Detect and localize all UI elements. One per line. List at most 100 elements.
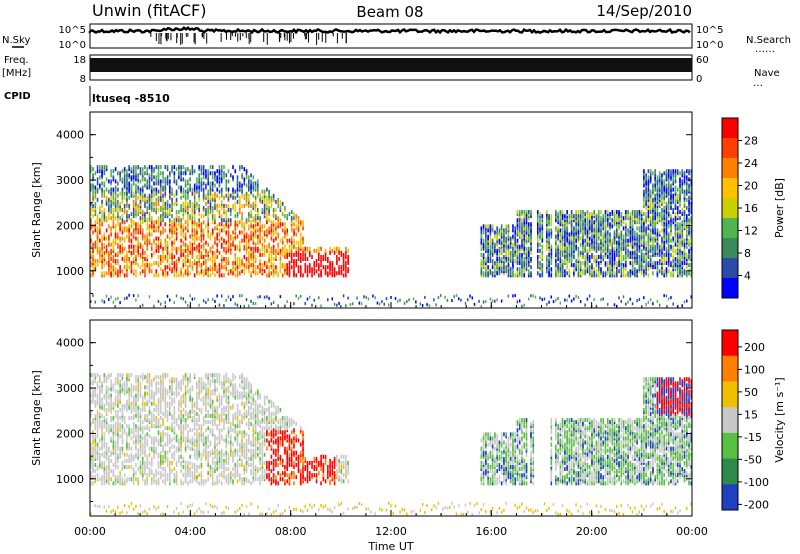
scatter-cell — [254, 185, 257, 190]
scatter-cell — [184, 236, 187, 241]
scatter-cell — [649, 263, 652, 268]
scatter-cell — [299, 257, 302, 261]
scatter-cell — [146, 185, 149, 190]
scatter-cell — [676, 210, 679, 215]
scatter-cell — [112, 248, 115, 253]
scatter-cell — [518, 224, 521, 229]
scatter-cell — [672, 265, 675, 270]
scatter-cell — [643, 265, 645, 270]
scatter-cell — [207, 232, 209, 237]
ground-scatter-cell — [467, 298, 469, 302]
scatter-cell — [205, 208, 207, 212]
scatter-cell — [139, 224, 142, 229]
scatter-cell — [345, 250, 347, 255]
scatter-cell — [150, 254, 153, 259]
scatter-cell — [227, 246, 230, 251]
scatter-cell — [503, 254, 505, 259]
scatter-cell — [202, 187, 205, 192]
scatter-cell — [126, 214, 128, 219]
scatter-cell — [652, 226, 654, 231]
scatter-cell — [681, 242, 684, 247]
scatter-cell — [564, 250, 566, 255]
ground-scatter-cell — [595, 304, 598, 308]
scatter-cell — [284, 269, 286, 274]
scatter-cell — [275, 254, 277, 259]
scatter-cell — [600, 257, 602, 261]
scatter-cell — [688, 177, 690, 182]
scatter-cell — [191, 250, 194, 255]
scatter-cell — [254, 246, 257, 251]
scatter-cell — [184, 210, 187, 215]
colorbar-segment — [722, 238, 738, 259]
scatter-cell — [232, 242, 234, 247]
ground-scatter-cell — [331, 297, 334, 301]
scatter-cell — [241, 165, 243, 170]
scatter-cell — [573, 240, 575, 245]
scatter-cell — [241, 222, 243, 227]
scatter-cell — [166, 167, 169, 172]
scatter-cell — [667, 212, 670, 217]
scatter-cell — [189, 203, 191, 208]
scatter-cell — [500, 244, 503, 249]
scatter-cell — [631, 228, 634, 233]
scatter-cell — [557, 232, 559, 237]
scatter-cell — [656, 228, 659, 233]
scatter-cell — [586, 228, 589, 233]
scatter-cell — [674, 205, 677, 210]
scatter-cell — [645, 218, 647, 223]
scatter-cell — [227, 208, 230, 212]
scatter-cell — [202, 171, 205, 176]
scatter-cell — [652, 189, 654, 194]
scatter-cell — [670, 222, 672, 227]
scatter-cell — [281, 212, 284, 217]
scatter-cell — [146, 259, 149, 264]
scatter-cell — [656, 193, 659, 198]
scatter-cell — [205, 261, 207, 266]
scatter-cell — [112, 208, 115, 212]
scatter-cell — [613, 261, 616, 266]
ground-scatter-cell — [530, 294, 532, 298]
scatter-cell — [527, 261, 530, 266]
scatter-cell — [525, 252, 528, 257]
scatter-cell — [652, 271, 654, 276]
scatter-cell — [166, 212, 169, 217]
scatter-cell — [214, 261, 216, 266]
scatter-cell — [523, 236, 526, 241]
scatter-cell — [207, 252, 209, 257]
scatter-cell — [238, 230, 241, 235]
scatter-cell — [132, 244, 135, 249]
scatter-cell — [652, 220, 654, 225]
scatter-cell — [180, 175, 182, 180]
scatter-cell — [92, 391, 94, 396]
scatter-cell — [180, 177, 182, 182]
scatter-cell — [180, 267, 182, 272]
scatter-cell — [523, 273, 526, 278]
scatter-cell — [159, 220, 162, 225]
scatter-cell — [132, 214, 135, 219]
scatter-cell — [656, 203, 659, 208]
scatter-cell — [171, 230, 173, 235]
scatter-cell — [299, 252, 302, 257]
scatter-cell — [214, 259, 216, 264]
scatter-cell — [169, 193, 171, 198]
scatter-cell — [238, 185, 241, 190]
scatter-cell — [609, 216, 611, 221]
scatter-cell — [207, 173, 209, 178]
scatter-cell — [588, 267, 591, 272]
scatter-cell — [329, 263, 331, 268]
scatter-cell — [139, 242, 142, 247]
scatter-cell — [568, 257, 571, 261]
scatter-cell — [640, 218, 643, 223]
scatter-cell — [498, 228, 501, 233]
scatter-cell — [498, 257, 501, 261]
scatter-cell — [609, 252, 611, 257]
scatter-cell — [582, 210, 584, 215]
ground-scatter-cell — [349, 303, 352, 307]
scatter-cell — [647, 248, 650, 253]
ground-scatter-cell — [631, 302, 634, 306]
scatter-cell — [257, 236, 259, 241]
scatter-cell — [496, 238, 498, 243]
scatter-cell — [681, 236, 684, 241]
scatter-cell — [121, 269, 124, 274]
scatter-cell — [166, 254, 169, 259]
